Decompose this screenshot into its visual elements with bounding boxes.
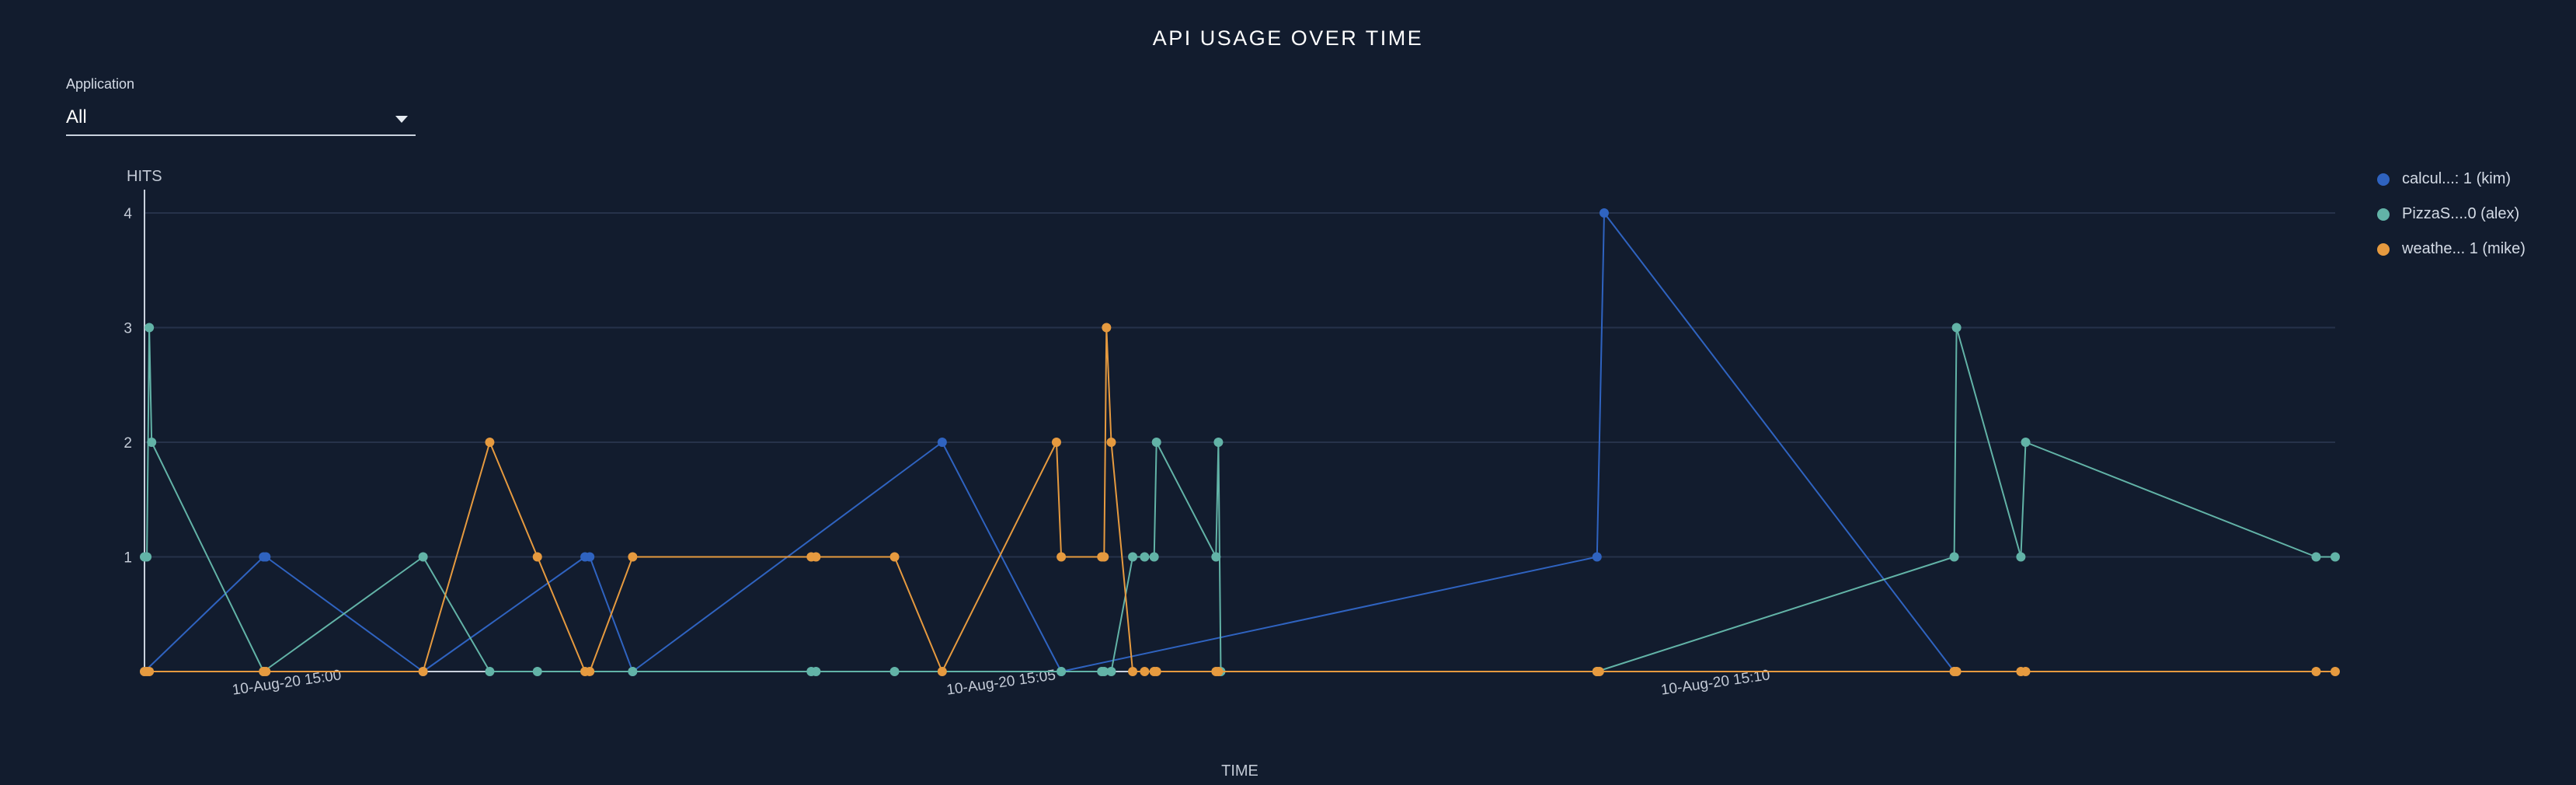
data-point	[1592, 552, 1602, 562]
data-point	[1211, 552, 1221, 562]
legend-label-alex: PizzaS....0 (alex)	[2402, 205, 2520, 222]
data-point	[937, 438, 947, 447]
data-point	[1949, 552, 1959, 562]
data-point	[2331, 667, 2340, 676]
chart-legend: calcul...: 1 (kim) PizzaS....0 (alex) we…	[2377, 162, 2526, 267]
data-point	[2016, 552, 2026, 562]
data-point	[532, 552, 542, 562]
chart-title: API USAGE OVER TIME	[1152, 26, 1424, 50]
series-2	[140, 323, 2340, 676]
data-point	[1951, 323, 1962, 333]
data-point	[144, 667, 155, 676]
data-point	[142, 552, 152, 562]
legend-label-kim: calcul...: 1 (kim)	[2402, 170, 2512, 187]
data-point	[1151, 667, 1161, 676]
y-tick-label: 1	[124, 550, 132, 567]
legend-swatch-kim	[2377, 173, 2390, 186]
data-point	[1102, 323, 1112, 333]
data-point	[2021, 438, 2031, 447]
data-point	[1599, 208, 1609, 218]
data-point	[485, 438, 495, 447]
data-point	[1213, 438, 1224, 447]
data-point	[1951, 667, 1962, 676]
data-point	[1149, 552, 1159, 562]
series-line	[144, 326, 2335, 672]
data-point	[889, 667, 900, 676]
data-point	[585, 667, 595, 676]
data-point	[418, 667, 428, 676]
data-point	[1128, 667, 1138, 676]
application-select-value: All	[66, 106, 87, 127]
x-axis-title: TIME	[1221, 762, 1258, 780]
y-tick-label: 4	[124, 206, 132, 222]
chevron-down-icon[interactable]	[395, 116, 408, 123]
data-point	[1051, 438, 1061, 447]
data-point	[418, 552, 428, 562]
data-point	[889, 552, 900, 562]
legend-label-mike: weathe... 1 (mike)	[2402, 240, 2526, 257]
data-point	[532, 667, 542, 676]
legend-item-kim[interactable]: calcul...: 1 (kim)	[2377, 162, 2526, 197]
data-point	[1151, 438, 1161, 447]
series-1	[140, 323, 2340, 676]
data-point	[261, 667, 271, 676]
data-point	[1594, 667, 1604, 676]
data-point	[1057, 667, 1067, 676]
data-point	[628, 667, 638, 676]
y-tick-label: 3	[124, 321, 132, 337]
data-point	[1140, 552, 1150, 562]
legend-item-alex[interactable]: PizzaS....0 (alex)	[2377, 197, 2526, 232]
data-point	[811, 552, 821, 562]
data-point	[1140, 667, 1150, 676]
data-point	[2311, 667, 2321, 676]
data-point	[1128, 552, 1138, 562]
data-point	[261, 552, 271, 562]
application-select[interactable]: All	[66, 105, 416, 136]
data-point	[1099, 667, 1109, 676]
data-point	[1106, 438, 1116, 447]
data-point	[585, 552, 595, 562]
application-filter: Application All	[66, 76, 416, 136]
data-point	[1099, 552, 1109, 562]
data-point	[2311, 552, 2321, 562]
data-point	[1106, 667, 1116, 676]
data-point	[628, 552, 638, 562]
data-point	[485, 667, 495, 676]
legend-swatch-alex	[2377, 208, 2390, 221]
data-point	[811, 667, 821, 676]
data-point	[144, 323, 155, 333]
data-point	[2021, 667, 2031, 676]
y-axis-title: HITS	[127, 168, 162, 185]
application-filter-label: Application	[66, 76, 135, 92]
y-tick-label: 2	[124, 435, 132, 452]
data-point	[2331, 552, 2340, 562]
data-point	[937, 667, 947, 676]
data-point	[1213, 667, 1224, 676]
legend-item-mike[interactable]: weathe... 1 (mike)	[2377, 232, 2526, 267]
legend-swatch-mike	[2377, 242, 2390, 256]
data-point	[147, 438, 157, 447]
data-point	[1057, 552, 1067, 562]
